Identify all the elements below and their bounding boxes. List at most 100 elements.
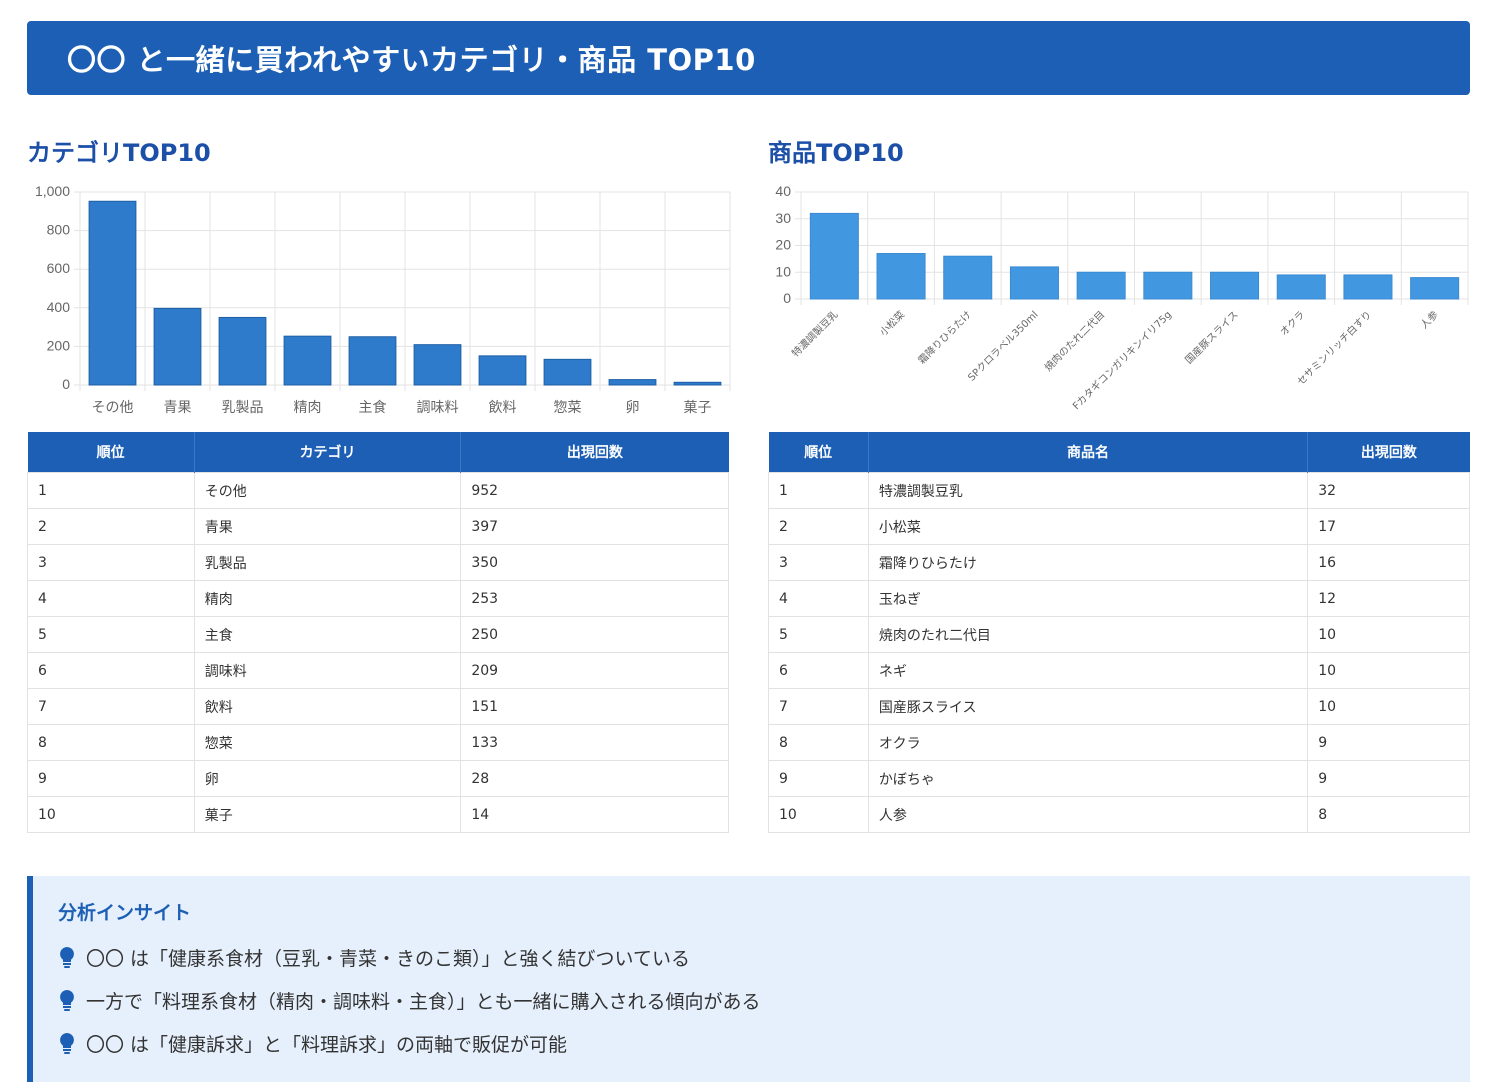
- bar: [1410, 277, 1460, 300]
- y-tick-label: 20: [775, 237, 791, 253]
- lightbulb-icon: [60, 989, 74, 1011]
- count-cell: 9: [1307, 724, 1470, 761]
- rank-cell: 4: [768, 580, 869, 617]
- table-row: 6 調味料 209: [27, 652, 729, 689]
- name-cell: 調味料: [193, 652, 462, 689]
- bar: [218, 316, 267, 386]
- category-section-title: カテゴリTOP10: [27, 139, 211, 167]
- x-tick-label: 調味料: [417, 400, 459, 416]
- name-cell: 卵: [193, 760, 462, 797]
- name-cell: 主食: [193, 616, 462, 653]
- y-tick-label: 30: [775, 210, 791, 226]
- product-bar-chart: 0 10 20 30 40 特濃調製豆乳 小松菜 霜降りひらたけ SPクロラベル350ml 焼肉の…: [768, 175, 1473, 425]
- count-cell: 209: [460, 652, 729, 689]
- count-cell: 12: [1307, 580, 1470, 617]
- chart-svg: 0 200 400 600 800 1,000 その他 青果 乳製品 精肉 主食 調味料 飲料 惣菜 卵 菓子: [35, 183, 731, 416]
- product-table: 順位 商品名 出現回数 1 特濃調製豆乳 32 2 小松菜 17 3 霜降りひらたけ 16 4 玉ね…: [768, 432, 1470, 833]
- x-tick-label: オクラ: [1278, 309, 1308, 339]
- bar: [1009, 266, 1059, 300]
- x-tick-label: 精肉: [294, 400, 322, 416]
- table-row: 7 国産豚スライス 10: [768, 688, 1470, 725]
- x-tick-label: 人参: [1417, 308, 1440, 331]
- table-row: 2 小松菜 17: [768, 508, 1470, 545]
- table-row: 4 玉ねぎ 12: [768, 580, 1470, 617]
- table-header-row: 順位 商品名 出現回数: [768, 432, 1470, 473]
- insight-text: 一方で「料理系食材（精肉・調味料・主食）」とも一緒に購入される傾向がある: [86, 991, 761, 1013]
- rank-cell: 10: [768, 796, 869, 833]
- table-row: 7 飲料 151: [27, 688, 729, 725]
- count-cell: 9: [1307, 760, 1470, 797]
- count-cell: 10: [1307, 688, 1470, 725]
- x-tick-label: その他: [92, 400, 134, 416]
- y-tick-label: 0: [783, 290, 791, 306]
- x-tick-label: 乳製品: [222, 400, 264, 416]
- name-cell: ネギ: [867, 652, 1309, 689]
- name-cell: 焼肉のたれ二代目: [867, 616, 1309, 653]
- y-tick-label: 200: [47, 337, 71, 353]
- table-row: 6 ネギ 10: [768, 652, 1470, 689]
- count-cell: 8: [1307, 796, 1470, 833]
- table-row: 10 菓子 14: [27, 796, 729, 833]
- x-tick-label: 青果: [164, 400, 192, 416]
- rank-cell: 2: [768, 508, 869, 545]
- table-row: 9 卵 28: [27, 760, 729, 797]
- y-tick-label: 600: [47, 260, 71, 276]
- bar: [348, 336, 397, 386]
- bar: [413, 344, 462, 386]
- bar: [876, 253, 926, 300]
- rank-cell: 4: [27, 580, 195, 617]
- x-tick-label: 主食: [359, 399, 387, 416]
- category-table: 順位 カテゴリ 出現回数 1 その他 952 2 青果 397 3 乳製品 350 4 精肉 253 5…: [27, 432, 729, 833]
- page-header: 〇〇 と一緒に買われやすいカテゴリ・商品 TOP10: [27, 21, 1470, 95]
- x-tick-label: 特濃調製豆乳: [789, 308, 841, 360]
- bar: [478, 355, 527, 386]
- y-tick-label: 1,000: [35, 183, 70, 199]
- rank-cell: 7: [27, 688, 195, 725]
- table-row: 1 特濃調製豆乳 32: [768, 472, 1470, 509]
- lightbulb-icon: [60, 946, 74, 968]
- bar: [1143, 271, 1193, 300]
- rank-cell: 2: [27, 508, 195, 545]
- rank-cell: 1: [27, 472, 195, 509]
- rank-cell: 9: [27, 760, 195, 797]
- page-title: 〇〇 と一緒に買われやすいカテゴリ・商品 TOP10: [67, 43, 756, 77]
- table-row: 2 青果 397: [27, 508, 729, 545]
- bar: [1210, 271, 1260, 300]
- x-tick-label: 菓子: [684, 400, 712, 416]
- rank-cell: 1: [768, 472, 869, 509]
- rank-cell: 10: [27, 796, 195, 833]
- bar: [283, 335, 332, 386]
- name-cell: 玉ねぎ: [867, 580, 1309, 617]
- rank-cell: 9: [768, 760, 869, 797]
- rank-cell: 6: [768, 652, 869, 689]
- header-category: カテゴリ: [194, 432, 462, 473]
- name-cell: かぼちゃ: [867, 760, 1309, 797]
- count-cell: 250: [460, 616, 729, 653]
- rank-cell: 3: [768, 544, 869, 581]
- rank-cell: 5: [27, 616, 195, 653]
- name-cell: 特濃調製豆乳: [867, 472, 1309, 509]
- bar: [1276, 274, 1326, 300]
- x-tick-label: 霜降りひらたけ: [915, 308, 974, 367]
- bar: [809, 212, 859, 300]
- count-cell: 16: [1307, 544, 1470, 581]
- bar: [673, 381, 722, 386]
- y-tick-label: 0: [62, 376, 70, 392]
- x-tick-label: SPクロラベル350ml: [966, 309, 1041, 384]
- insight-item: 〇〇 は「健康系食材（豆乳・青菜・きのこ類）」と強く結びついている: [58, 936, 761, 979]
- bar: [88, 200, 137, 386]
- table-row: 4 精肉 253: [27, 580, 729, 617]
- name-cell: 青果: [193, 508, 462, 545]
- x-tick-label: 国産豚スライス: [1182, 308, 1240, 366]
- header-rank: 順位: [768, 432, 869, 473]
- insight-title: 分析インサイト: [58, 902, 192, 924]
- table-row: 8 惣菜 133: [27, 724, 729, 761]
- bar: [153, 307, 202, 386]
- table-row: 3 霜降りひらたけ 16: [768, 544, 1470, 581]
- y-tick-label: 40: [775, 183, 791, 199]
- lightbulb-icon: [60, 1032, 74, 1054]
- rank-cell: 3: [27, 544, 195, 581]
- count-cell: 10: [1307, 616, 1470, 653]
- count-cell: 17: [1307, 508, 1470, 545]
